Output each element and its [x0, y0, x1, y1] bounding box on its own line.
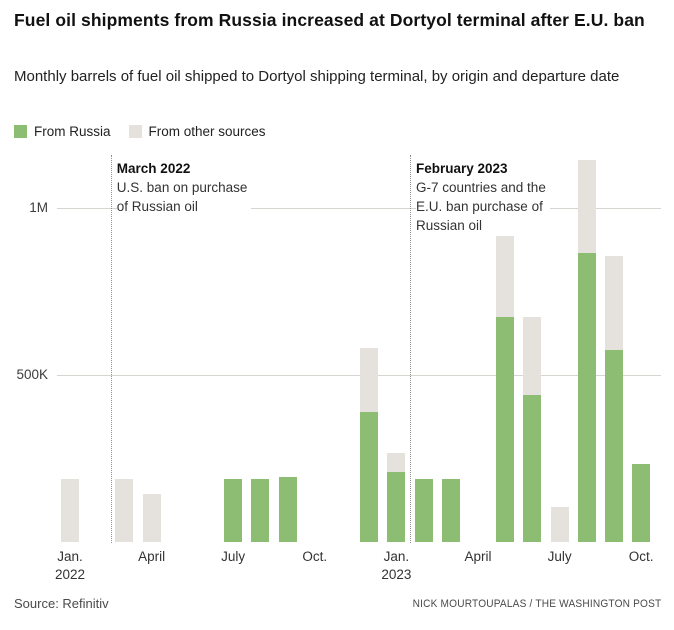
bar-other-may-2023	[496, 223, 515, 317]
legend-label-other: From other sources	[148, 124, 266, 139]
x-tick-month: July	[221, 549, 246, 564]
annotation-text-line: of Russian oil	[116, 199, 198, 214]
y-tick-label-1m: 1M	[29, 200, 48, 215]
byline-credit: NICK MOURTOUPALAS / THE WASHINGTON POST	[412, 598, 661, 610]
annotation-text-line: U.S. ban on purchase	[116, 180, 248, 195]
y-tick-label-500k: 500K	[16, 367, 48, 382]
legend-swatch-other	[128, 125, 142, 138]
legend-item-other-sources: From other sources	[128, 124, 266, 139]
bar-other-june-2023	[523, 316, 542, 396]
x-tick-year: 2022	[54, 567, 86, 582]
x-tick-month: April	[138, 549, 166, 564]
bar-russia-june-2023	[523, 395, 542, 542]
x-tick-label-april: April	[446, 548, 510, 566]
legend: From Russia From other sources	[14, 124, 266, 139]
event-line-1	[110, 155, 112, 543]
annotation-title: February 2023	[416, 161, 508, 176]
bar-other-april-2022	[142, 493, 161, 542]
x-tick-label-oct: Oct.	[609, 548, 673, 566]
x-tick-month: Jan.	[383, 549, 410, 564]
x-tick-label-jan2023: Jan. 2023	[364, 548, 428, 584]
x-tick-label-april: April	[120, 548, 184, 566]
bar-russia-may-2023	[496, 316, 515, 542]
x-tick-month: April	[464, 549, 492, 564]
bar-other-march-2022	[115, 478, 134, 542]
gridline-500k	[57, 375, 661, 376]
bar-russia-oct-2023	[632, 463, 651, 542]
bar-russia-jan-2023	[387, 471, 406, 542]
x-tick-label-jan2022: Jan. 2022	[38, 548, 102, 584]
event-line-2	[410, 155, 411, 543]
x-tick-month: Oct.	[302, 549, 328, 564]
x-tick-month: Oct.	[628, 549, 654, 564]
x-tick-year: 2023	[381, 567, 412, 582]
bar-russia-dec-2022	[360, 411, 379, 542]
annotation-title: March 2022	[116, 161, 191, 176]
bar-russia-sept-2022	[278, 476, 297, 542]
bar-russia-aug-2022	[251, 478, 270, 542]
annotation-1: March 2022 U.S. ban on purchase of Russian…	[116, 159, 252, 217]
source-note: Source: Refinitiv	[14, 596, 109, 611]
chart-title: Fuel oil shipments from Russia increased…	[14, 10, 645, 30]
x-tick-label-july: July	[528, 548, 592, 566]
x-tick-label-oct: Oct.	[283, 548, 347, 566]
chart-subtitle: Monthly barrels of fuel oil shipped to D…	[14, 68, 620, 85]
bar-russia-july-2022	[224, 478, 243, 542]
bar-russia-march-2023	[441, 478, 460, 542]
legend-label-russia: From Russia	[34, 124, 111, 139]
x-tick-month: Jan.	[57, 549, 83, 564]
annotation-text-line: G-7 countries and the	[416, 180, 546, 195]
bar-other-jan-2022	[61, 478, 79, 542]
x-tick-label-july: July	[201, 548, 265, 566]
bar-other-july-2023	[550, 506, 569, 542]
gridline-1m	[57, 208, 661, 209]
bar-other-aug-2023	[577, 159, 596, 254]
bar-other-jan-2023	[387, 453, 406, 472]
bar-russia-aug-2023	[577, 253, 596, 542]
annotation-2: February 2023 G-7 countries and the E.U. b…	[416, 159, 550, 236]
legend-item-from-russia: From Russia	[14, 124, 111, 139]
bar-other-dec-2022	[360, 348, 379, 412]
legend-swatch-russia	[14, 125, 27, 138]
annotation-text-line: E.U. ban purchase of	[416, 199, 543, 214]
bar-russia-sept-2023	[605, 349, 623, 542]
bar-russia-feb-2023	[414, 478, 433, 542]
x-tick-month: July	[547, 549, 572, 564]
annotation-text-line: Russian oil	[416, 218, 483, 233]
bar-other-sept-2023	[605, 256, 623, 350]
